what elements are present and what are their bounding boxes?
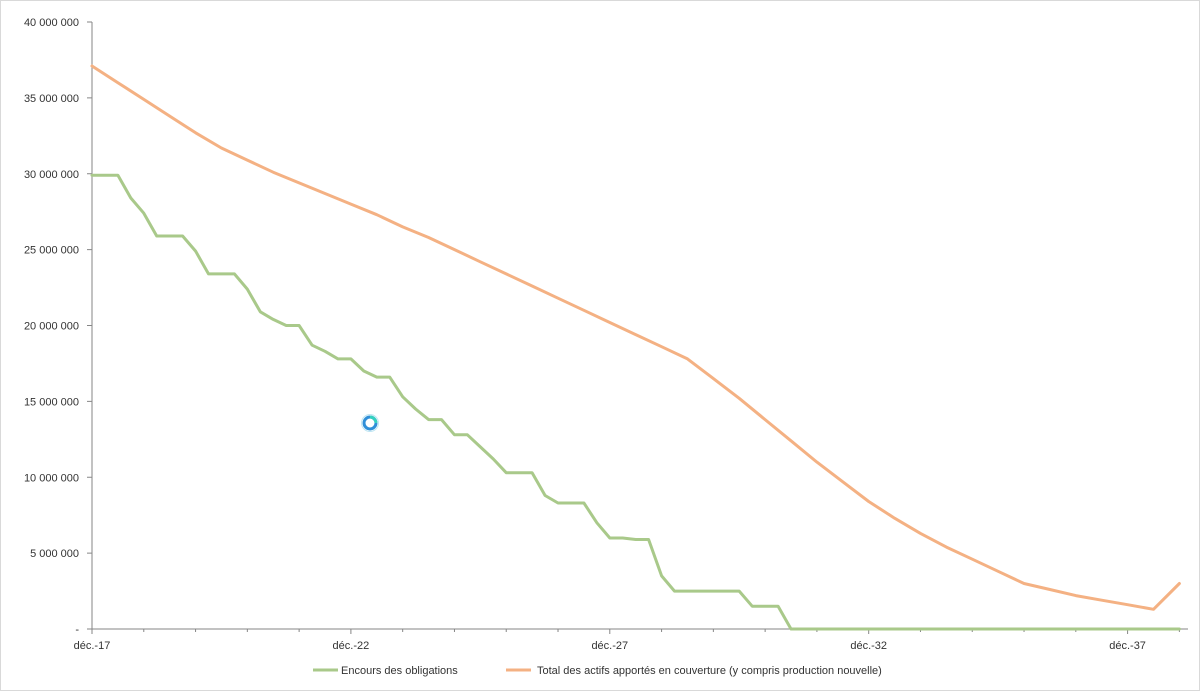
x-tick-label: déc.-17 [74,640,111,652]
y-tick-label: - [75,624,79,636]
x-tick-labels: déc.-17 déc.-22 déc.-27 déc.-32 déc.-37 [74,629,1180,652]
y-tick-label: 30 000 000 [24,169,79,181]
y-tick-labels: - 5 000 000 10 000 000 15 000 000 20 000 000… [24,17,92,636]
x-tick-label: déc.-22 [333,640,370,652]
legend: Encours des obligations Total des actifs … [313,665,882,677]
x-tick-label: déc.-32 [850,640,887,652]
legend-label-0: Encours des obligations [341,665,458,677]
series-line-1 [90,64,1181,611]
x-tick-label: déc.-27 [591,640,628,652]
y-tick-label: 40 000 000 [24,17,79,29]
y-tick-label: 5 000 000 [30,548,79,560]
y-tick-label: 25 000 000 [24,245,79,257]
legend-label-1: Total des actifs apportés en couverture … [537,665,882,677]
y-tick-label: 10 000 000 [24,472,79,484]
y-tick-label: 15 000 000 [24,396,79,408]
series-line-0 [90,173,1181,631]
y-tick-label: 20 000 000 [24,321,79,333]
cursor-busy-icon [361,414,379,432]
x-tick-label: déc.-37 [1109,640,1146,652]
series-lines [90,64,1181,631]
y-tick-label: 35 000 000 [24,93,79,105]
